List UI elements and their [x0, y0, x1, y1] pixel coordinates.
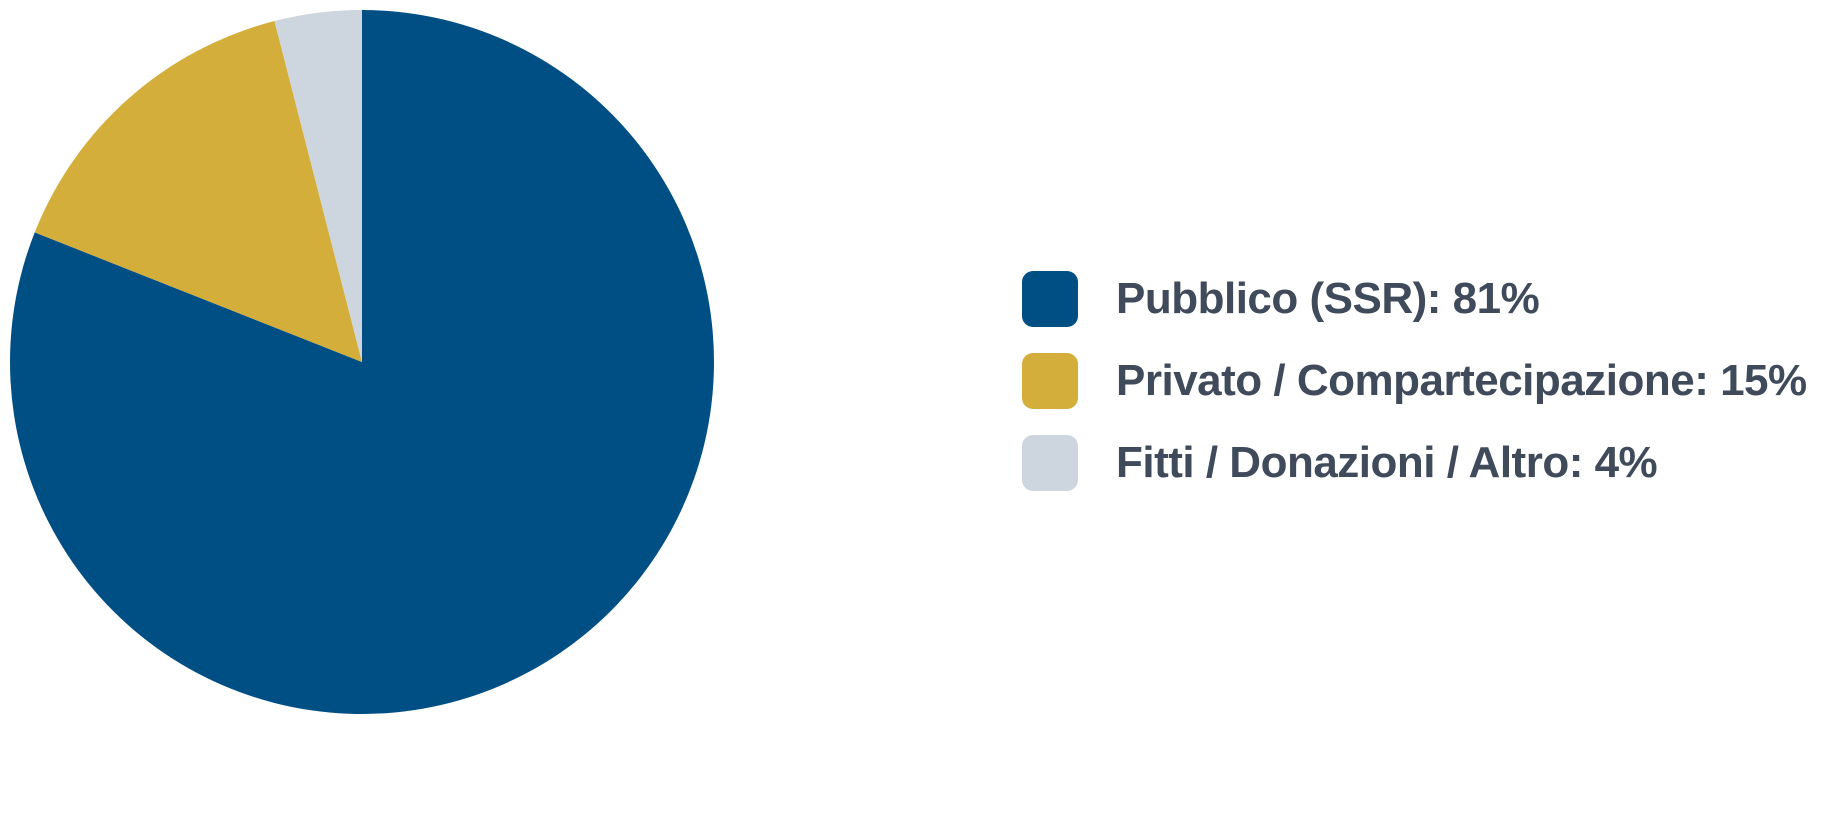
chart-legend: Pubblico (SSR): 81% Privato / Comparteci… — [1022, 270, 1822, 516]
pie-chart — [10, 10, 715, 714]
legend-item-privato: Privato / Compartecipazione: 15% — [1022, 352, 1822, 410]
legend-label-fitti: Fitti / Donazioni / Altro: 4% — [1116, 438, 1658, 487]
legend-swatch-fitti — [1022, 435, 1078, 491]
pie-slice-pubblico — [10, 10, 715, 714]
legend-label-pubblico: Pubblico (SSR): 81% — [1116, 274, 1540, 323]
pie-slice-fitti — [274, 10, 362, 362]
legend-item-fitti: Fitti / Donazioni / Altro: 4% — [1022, 434, 1822, 492]
pie-slice-privato — [34, 21, 362, 363]
legend-swatch-privato — [1022, 353, 1078, 409]
legend-swatch-pubblico — [1022, 271, 1078, 327]
legend-item-pubblico: Pubblico (SSR): 81% — [1022, 270, 1822, 328]
legend-label-privato: Privato / Compartecipazione: 15% — [1116, 356, 1807, 405]
